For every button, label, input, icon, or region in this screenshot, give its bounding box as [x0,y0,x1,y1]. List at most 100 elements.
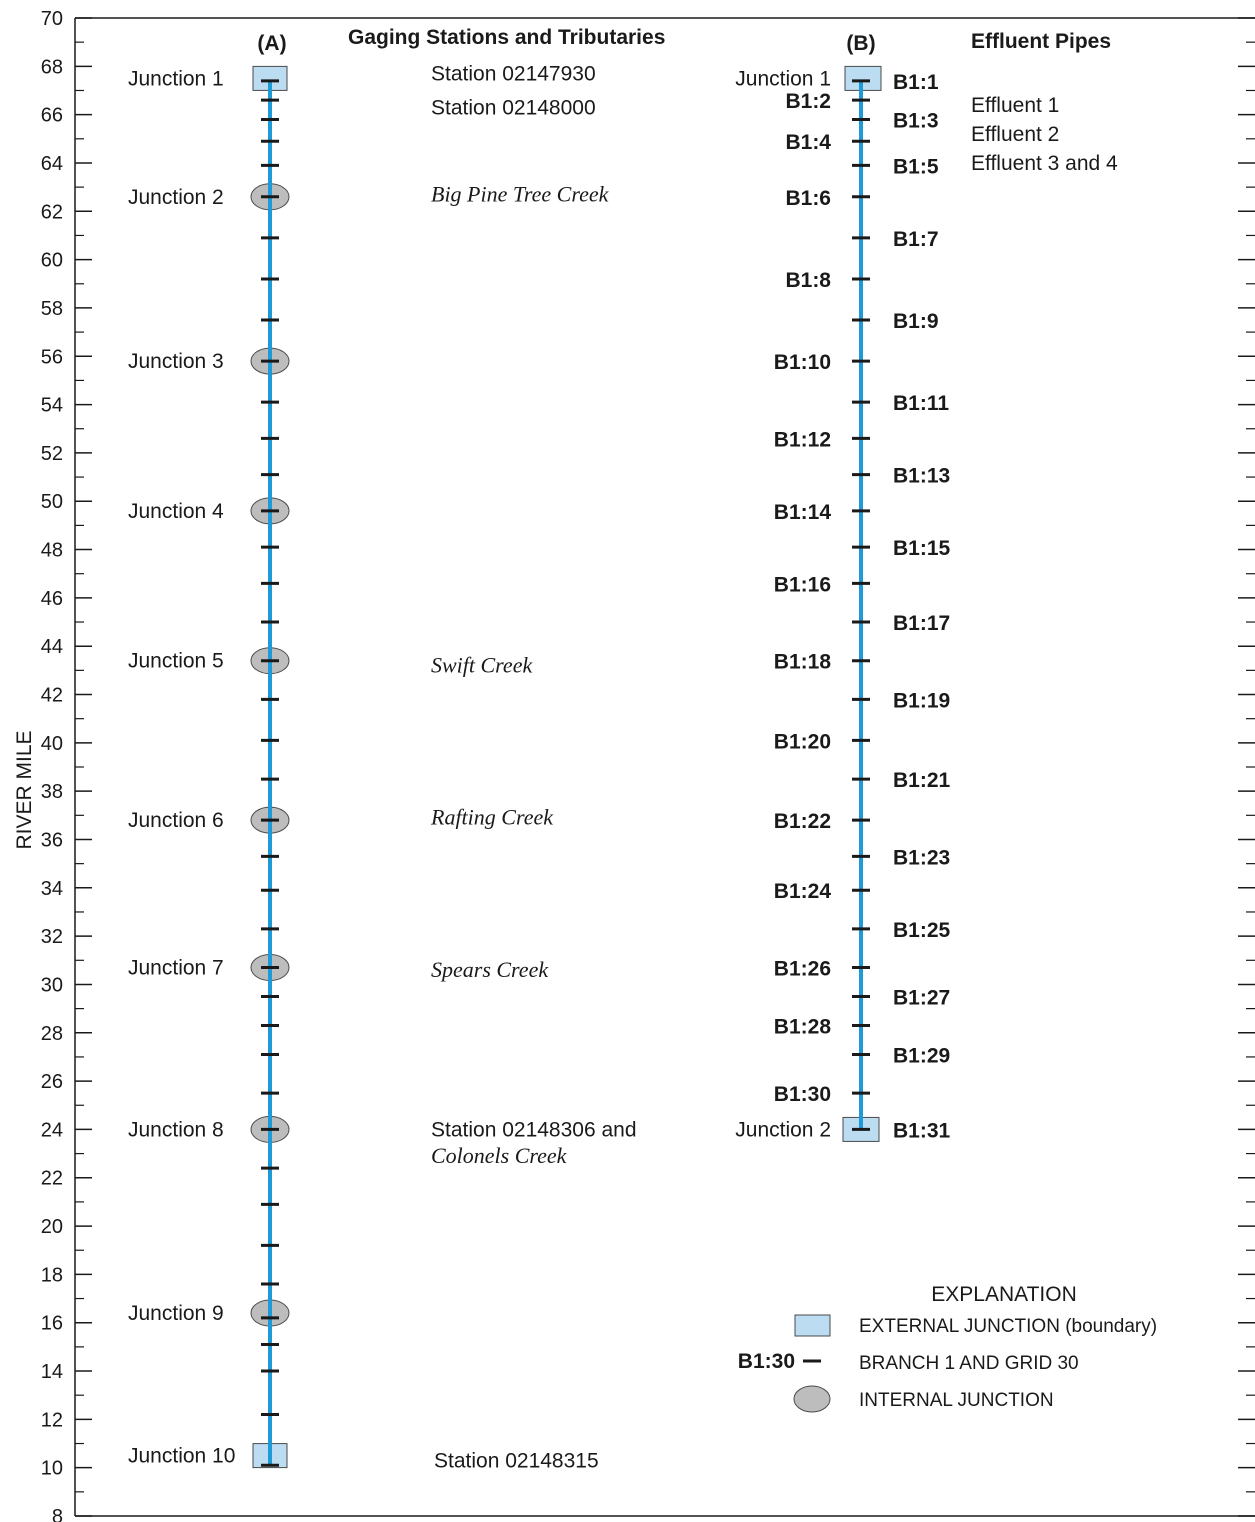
tributary-label: Big Pine Tree Creek [431,181,610,206]
grid-label: B1:17 [893,612,950,635]
tributary-label: Spears Creek [431,957,549,982]
tributary-label: Swift Creek [431,653,533,678]
y-tick-label: 32 [41,926,63,948]
plot-frame [74,17,1255,1517]
grid-label: B1:28 [774,1016,832,1039]
panel-a-header: Gaging Stations and Tributaries [348,26,665,49]
grid-label: B1:14 [774,501,832,524]
grid-label: B1:23 [893,846,950,869]
y-tick-label: 48 [41,540,63,562]
junction-label: Junction 6 [128,809,224,832]
y-tick-label: 26 [41,1071,63,1093]
tributary-label: Colonels Creek [431,1143,568,1168]
junction-label: Junction 10 [128,1445,235,1468]
tributary-label: Rafting Creek [430,805,554,830]
y-tick-label: 50 [41,491,63,513]
y-tick-label: 42 [41,685,63,707]
y-tick-label: 70 [41,8,63,30]
grid-label: B1:1 [893,71,939,94]
grid-label: B1:6 [785,187,831,210]
grid-label: B1:20 [774,730,831,753]
y-tick-label: 34 [41,878,63,900]
junction-label: Junction 2 [735,1118,831,1141]
y-tick-label: 52 [41,443,63,465]
y-axis-tick-labels: 70 68 66 64 62 60 58 56 54 52 50 48 46 44 42 40 38 36 34 32… [41,8,63,1522]
gaging-station-label: Station 02147930 [431,63,596,86]
grid-label: B1:11 [893,392,949,415]
legend-grid-sample-label: B1:30 [738,1350,795,1373]
y-tick-label: 12 [41,1409,63,1431]
y-axis-label: RIVER MILE [13,730,36,849]
effluent-label: Effluent 2 [971,123,1059,146]
y-tick-label: 10 [41,1458,63,1480]
panel-b-header: Effluent Pipes [971,30,1111,53]
y-tick-label: 38 [41,781,63,803]
y-tick-label: 16 [41,1313,63,1335]
panel-b-river-schematic: Junction 1 Junction 2 B1:1 B1:2 B1:3 B1:4 B1:5… [735,65,1118,1142]
panel-a-label: (A) [257,32,286,55]
grid-label: B1:18 [774,651,832,674]
grid-label: B1:3 [893,109,939,132]
grid-label: B1:7 [893,228,939,251]
legend-internal-junction-label: INTERNAL JUNCTION [859,1390,1054,1411]
grid-label: B1:19 [893,689,950,712]
grid-label: B1:21 [893,769,951,792]
legend-grid-label: BRANCH 1 AND GRID 30 [859,1353,1079,1374]
y-tick-label: 58 [41,298,63,320]
grid-label: B1:22 [774,810,831,833]
y-tick-label: 20 [41,1216,63,1238]
y-tick-label: 28 [41,1023,63,1045]
gaging-station-label: Station 02148000 [431,96,596,119]
panel-a-river-schematic: Junction 1 Junction 2 Junction 3 Junction 4… [128,63,637,1473]
grid-label: B1:9 [893,310,939,333]
junction-label: Junction 4 [128,500,224,523]
grid-label: B1:27 [893,987,950,1010]
grid-label: B1:10 [774,351,831,374]
legend-internal-junction-swatch [793,1385,831,1413]
gaging-station-label: Station 02148315 [434,1449,599,1472]
gaging-station-label: Station 02148306 and [431,1118,637,1141]
y-tick-label: 56 [41,346,63,368]
y-tick-label: 54 [41,395,63,417]
grid-label: B1:29 [893,1045,950,1068]
y-tick-label: 68 [41,56,63,78]
y-axis-ticks [75,17,92,1517]
y-tick-label: 44 [41,636,63,658]
grid-label: B1:12 [774,428,831,451]
y-tick-label: 36 [41,829,63,851]
grid-label: B1:8 [785,269,831,292]
grid-label: B1:26 [774,958,831,981]
legend-external-junction-swatch [794,1314,831,1337]
junction-label: Junction 7 [128,957,224,980]
y-tick-label: 60 [41,250,63,272]
grid-label: B1:31 [893,1119,951,1142]
junction-label: Junction 9 [128,1302,224,1325]
junction-label: Junction 1 [735,67,831,90]
junction-label: Junction 2 [128,186,224,209]
grid-label: B1:16 [774,573,831,596]
grid-label: B1:25 [893,919,951,942]
effluent-label: Effluent 3 and 4 [971,152,1118,175]
grid-label: B1:5 [893,155,939,178]
y-tick-label: 24 [41,1119,63,1141]
effluent-label: Effluent 1 [971,94,1059,117]
grid-label: B1:30 [774,1083,831,1106]
y-tick-label: 40 [41,733,63,755]
y-tick-label: 46 [41,588,63,610]
grid-label: B1:4 [785,131,831,154]
junction-label: Junction 8 [128,1118,224,1141]
grid-label: B1:13 [893,465,950,488]
y-tick-label: 8 [52,1506,63,1522]
legend-title: EXPLANATION [931,1283,1076,1306]
grid-label: B1:2 [785,90,831,113]
junction-label: Junction 3 [128,350,224,373]
grid-label: B1:15 [893,537,951,560]
y-tick-label: 64 [41,153,63,175]
y-tick-label: 62 [41,201,63,223]
panel-b-label: (B) [846,32,875,55]
y-tick-label: 22 [41,1168,63,1190]
grid-label: B1:24 [774,880,832,903]
right-edge-ticks [1238,17,1255,1517]
legend-external-junction-label: EXTERNAL JUNCTION (boundary) [859,1316,1157,1337]
